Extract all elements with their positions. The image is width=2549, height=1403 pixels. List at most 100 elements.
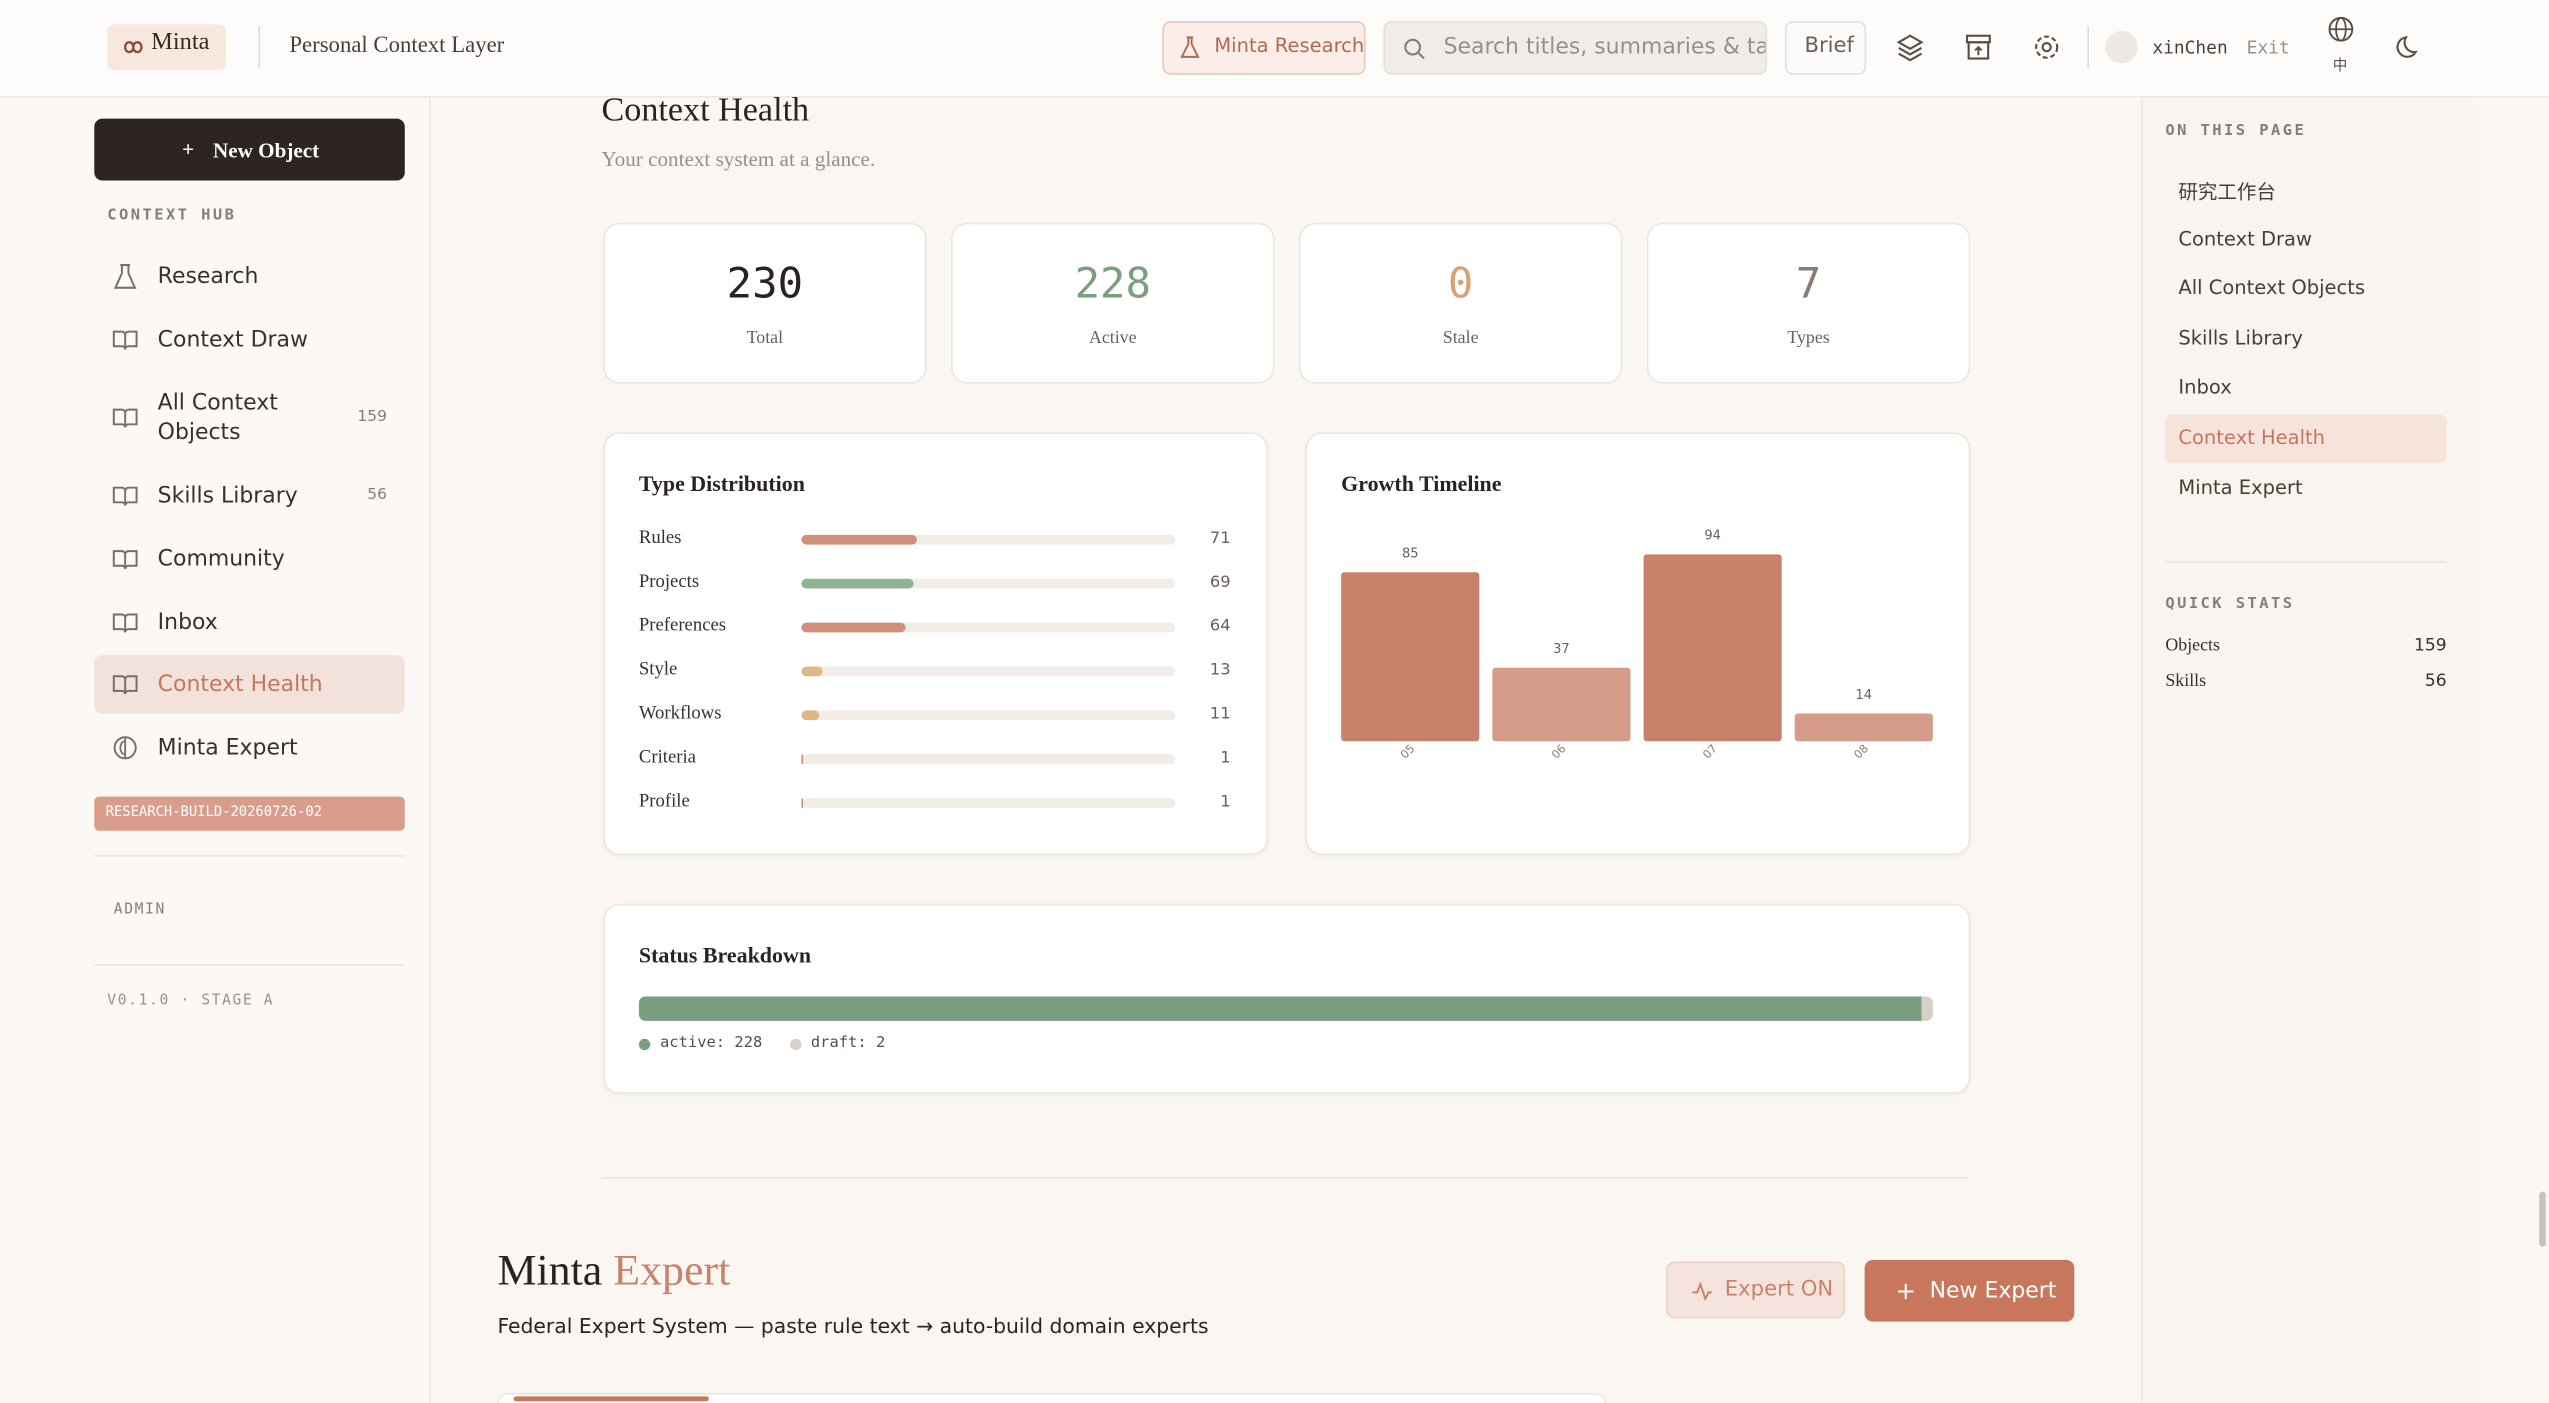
nav-item[interactable]: Community	[157, 546, 285, 573]
type-label: Criteria	[638, 747, 696, 768]
section-title: CONTEXT HUB	[107, 206, 237, 225]
brief-label: Brief	[1804, 34, 1854, 59]
nav-count: 159	[357, 408, 387, 426]
nav-item[interactable]: Skills Library	[157, 482, 298, 509]
quick-stat-value: 159	[2413, 635, 2447, 656]
divider	[94, 855, 405, 857]
nav-icon	[113, 736, 137, 760]
type-value: 1	[1220, 793, 1231, 812]
logo[interactable]	[107, 24, 226, 70]
divider	[94, 964, 405, 966]
subtitle: Personal Context Layer	[289, 34, 505, 59]
quick-stat-label: Skills	[2165, 671, 2207, 691]
nav-item[interactable]: Context Draw	[157, 326, 308, 353]
layers-icon[interactable]	[1895, 33, 1924, 62]
nav-icon	[112, 675, 138, 695]
new-object-button[interactable]	[94, 118, 405, 181]
section-title: Context Health	[601, 89, 810, 129]
growth-category: 05	[1397, 741, 1417, 761]
search-placeholder: Search titles, summaries & tags	[1443, 34, 1768, 61]
globe-icon[interactable]	[2326, 15, 2355, 44]
nav-icon	[112, 330, 138, 350]
pulse-icon	[1692, 1281, 1712, 1302]
toc-item[interactable]: Skills Library	[2178, 326, 2303, 350]
type-track	[801, 534, 1176, 545]
growth-bar	[1341, 572, 1480, 742]
toc-item[interactable]: Minta Expert	[2178, 475, 2303, 499]
type-label: Rules	[638, 528, 682, 548]
next-card	[497, 1393, 1607, 1403]
toc-item[interactable]: Inbox	[2178, 376, 2232, 399]
language[interactable]: 中	[2332, 58, 2348, 75]
brief-button[interactable]	[1784, 21, 1867, 75]
type-bar	[801, 710, 820, 721]
type-bar	[801, 666, 823, 677]
header-separator	[2087, 26, 2089, 69]
nav-icon	[112, 483, 138, 514]
nav-item[interactable]: All Context Objects	[157, 390, 278, 446]
type-track	[801, 622, 1176, 633]
growth-bar	[1643, 554, 1782, 742]
toc-item[interactable]: All Context Objects	[2178, 276, 2366, 300]
next-card-accent	[513, 1396, 709, 1402]
exit-button[interactable]: Exit	[2246, 37, 2290, 59]
type-label: Workflows	[638, 703, 722, 724]
toc-title: ON THIS PAGE	[2165, 121, 2307, 140]
card-title: Growth Timeline	[1341, 471, 1502, 496]
toc-item[interactable]: Context Draw	[2178, 226, 2312, 250]
theme-icon[interactable]	[2395, 33, 2424, 62]
stat-card: 7 Types	[1646, 222, 1971, 384]
nav-item[interactable]: Minta Expert	[157, 734, 298, 761]
type-track	[801, 710, 1176, 721]
nav-item[interactable]: Research	[157, 263, 259, 290]
logo-icon	[124, 41, 143, 54]
nav-active-bg	[94, 655, 405, 714]
settings-icon[interactable]	[2032, 33, 2061, 62]
divider	[2165, 560, 2447, 563]
new-object-icon: +	[182, 136, 195, 161]
legend-label: draft: 2	[810, 1033, 886, 1052]
avatar[interactable]	[2105, 30, 2138, 64]
nav-icon	[112, 405, 138, 436]
sidebar	[71, 97, 431, 1403]
stat-label: Total	[746, 328, 784, 348]
stat-card: 228 Active	[950, 222, 1275, 384]
nav-count: 56	[367, 486, 387, 504]
type-value: 11	[1209, 705, 1231, 724]
type-label: Preferences	[638, 616, 727, 636]
stat-label: Stale	[1442, 328, 1479, 348]
stat-label: Active	[1088, 328, 1137, 348]
type-label: Style	[638, 660, 678, 680]
card-title: Type Distribution	[638, 471, 805, 496]
quick-stats-title: QUICK STATS	[2165, 594, 2295, 613]
nav-icon	[112, 735, 138, 768]
expert-description: Federal Expert System — paste rule text …	[497, 1313, 1209, 1338]
legend-dot	[789, 1038, 802, 1051]
archive-icon[interactable]	[1964, 33, 1993, 62]
type-bar	[801, 798, 804, 808]
admin-label[interactable]: ADMIN	[113, 902, 166, 919]
research-label: Minta Research	[1214, 34, 1365, 57]
stat-card: 0 Stale	[1298, 222, 1623, 384]
nav-icon	[112, 327, 138, 358]
toc-item[interactable]: Context Health	[2178, 425, 2326, 449]
nav-item[interactable]: Context Health	[157, 671, 323, 698]
quick-stat-value: 56	[2424, 671, 2447, 691]
search-box[interactable]: Search titles, summaries & tags	[1383, 21, 1768, 75]
nav-icon	[112, 546, 138, 577]
growth-category: 06	[1549, 741, 1569, 761]
nav-icon	[112, 671, 138, 702]
research-button[interactable]	[1162, 21, 1366, 75]
expert-on-button[interactable]	[1666, 1261, 1846, 1319]
type-bar	[801, 754, 804, 765]
legend-label: active: 228	[660, 1033, 763, 1052]
legend-dot	[638, 1038, 651, 1051]
toc-item[interactable]: 研究工作台	[2178, 180, 2276, 204]
status-segment	[638, 996, 1922, 1021]
new-expert-button[interactable]	[1864, 1259, 2075, 1322]
card-title: Status Breakdown	[638, 942, 812, 968]
nav-item[interactable]: Inbox	[157, 609, 218, 636]
type-label: Projects	[638, 572, 700, 592]
scrollbar[interactable]	[2539, 1191, 2546, 1247]
